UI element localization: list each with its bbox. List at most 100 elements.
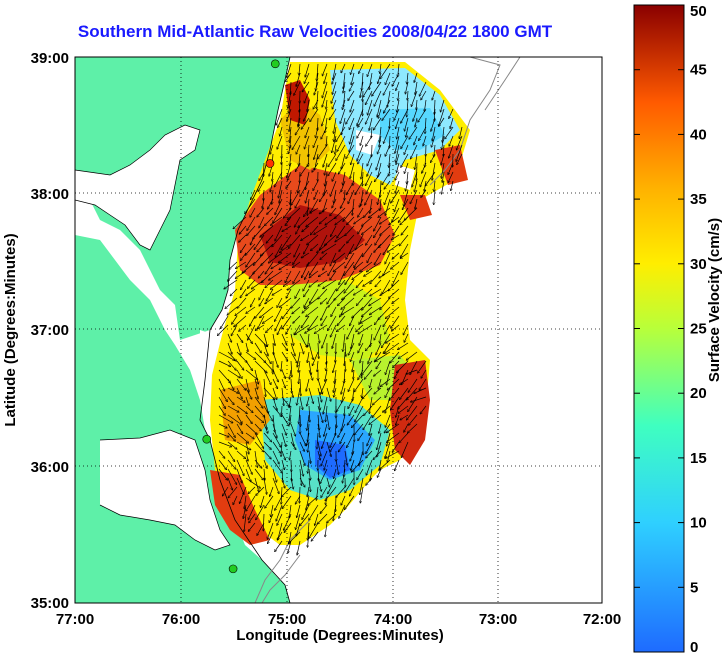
pamlico-sound [100,430,230,550]
velocity-arrow [319,234,328,250]
velocity-arrow [391,234,400,240]
velocity-arrow [372,405,382,418]
velocity-arrow [377,432,382,450]
velocity-arrow [341,495,346,505]
velocity-arrow [294,243,301,257]
velocity-arrow [449,135,454,146]
velocity-arrow [275,315,283,331]
velocity-arrow [360,261,373,272]
velocity-arrow [328,297,337,307]
velocity-arrow [314,81,319,95]
velocity-arrow [292,306,301,314]
velocity-arrow [395,180,400,193]
velocity-arrow [308,342,313,360]
velocity-arrow [262,198,265,208]
velocity-arrow [399,378,409,385]
velocity-arrow [366,261,382,272]
velocity-arrow [263,378,266,397]
velocity-arrow [393,225,400,235]
velocity-arrow [304,207,310,217]
velocity-arrow [387,243,400,252]
velocity-arrow [233,216,247,229]
velocity-arrow [305,126,310,138]
velocity-arrow [358,342,364,353]
velocity-arrow [315,513,319,525]
velocity-arrow [424,99,427,112]
velocity-arrow [357,126,364,138]
velocity-arrow [332,81,337,94]
velocity-arrow [308,144,309,157]
velocity-arrow [267,207,274,214]
velocity-arrow [272,234,283,247]
velocity-arrow [352,270,364,280]
velocity-arrow [366,450,373,458]
velocity-arrow [290,351,297,363]
velocity-arrow [308,387,313,404]
velocity-arrow [366,441,373,454]
velocity-arrow [281,153,282,164]
velocity-arrow [315,126,319,138]
velocity-arrow [389,387,400,401]
velocity-arrow [355,396,364,413]
velocity-arrow [394,369,400,379]
velocity-arrow [254,351,266,363]
velocity-arrow [354,378,364,392]
velocity-arrow [242,261,256,273]
velocity-arrow [405,180,409,191]
velocity-arrow [258,270,265,278]
velocity-arrow [245,450,248,461]
velocity-arrow [307,396,310,406]
velocity-arrow [432,162,436,180]
velocity-arrow [297,180,301,193]
velocity-arrow [377,468,382,477]
velocity-arrow [297,504,301,518]
velocity-arrow [351,459,355,470]
velocity-arrow [359,198,364,207]
velocity-arrow [317,477,321,491]
velocity-arrow [235,306,247,316]
velocity-arrow [350,351,355,362]
velocity-arrow [384,189,391,205]
velocity-arrow [289,504,292,518]
velocity-arrow [290,135,292,148]
velocity-arrow [326,387,331,401]
velocity-arrow [318,342,319,359]
velocity-arrow [263,450,271,459]
velocity-arrow [227,459,236,469]
velocity-arrow [323,198,328,212]
velocity-arrow [383,261,391,276]
velocity-arrow [337,135,346,151]
velocity-arrow [336,144,346,161]
velocity-arrow [366,459,373,475]
velocity-arrow [286,180,292,188]
velocity-arrow [236,441,251,450]
velocity-arrow [248,522,256,531]
velocity-arrows [217,63,463,555]
colorbar-tick-label: 30 [690,256,707,273]
velocity-arrow [297,351,301,367]
velocity-arrow [301,117,310,129]
velocity-arrow [265,261,274,274]
velocity-arrow [322,108,328,126]
velocity-arrow [432,126,436,141]
velocity-arrow [290,423,296,436]
velocity-arrow [278,522,283,540]
velocity-arrow [330,324,337,337]
velocity-arrow [296,72,301,86]
velocity-arrow [321,306,328,320]
velocity-arrow [374,324,382,340]
velocity-arrow [335,351,336,362]
velocity-arrow [421,90,427,100]
velocity-arrow [247,216,256,231]
velocity-arrow [385,144,391,156]
velocity-arrow [350,243,364,254]
velocity-arrow [321,315,328,326]
velocity-arrow [369,306,382,315]
velocity-arrow [301,315,310,328]
velocity-arrow [420,405,427,414]
velocity-arrow [244,495,247,509]
velocity-arrow [327,288,337,304]
velocity-arrow [369,297,382,306]
velocity-arrow [285,216,292,226]
velocity-arrow [385,441,391,458]
